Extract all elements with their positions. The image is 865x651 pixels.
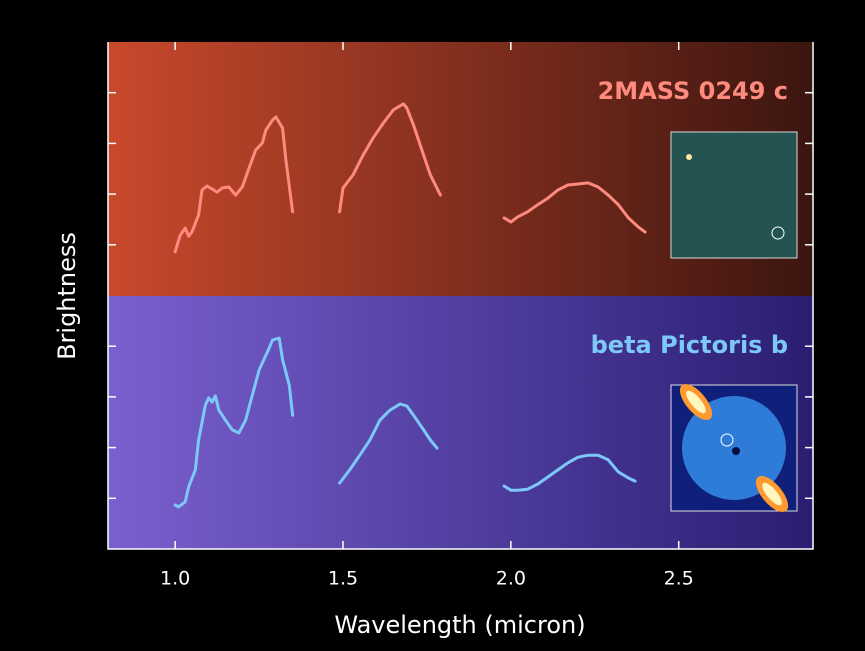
x-tick-label: 1.0 xyxy=(160,568,190,590)
x-tick-label: 1.5 xyxy=(328,568,358,590)
y-axis-title: Brightness xyxy=(53,232,81,360)
legend-label: beta Pictoris b xyxy=(591,331,788,359)
chart: Wavelength (micron) Brightness 1.0 1.5 2.0… xyxy=(0,0,865,651)
page: Wavelength (micron) Brightness 1.0 1.5 2.0… xyxy=(0,0,865,651)
x-tick-label: 2.0 xyxy=(496,568,526,590)
x-axis-title: Wavelength (micron) xyxy=(334,611,585,639)
inset-bottom xyxy=(671,379,797,518)
x-tick-label: 2.5 xyxy=(664,568,694,590)
inset-top xyxy=(671,132,797,258)
legend-label: 2MASS 0249 c xyxy=(598,77,788,105)
